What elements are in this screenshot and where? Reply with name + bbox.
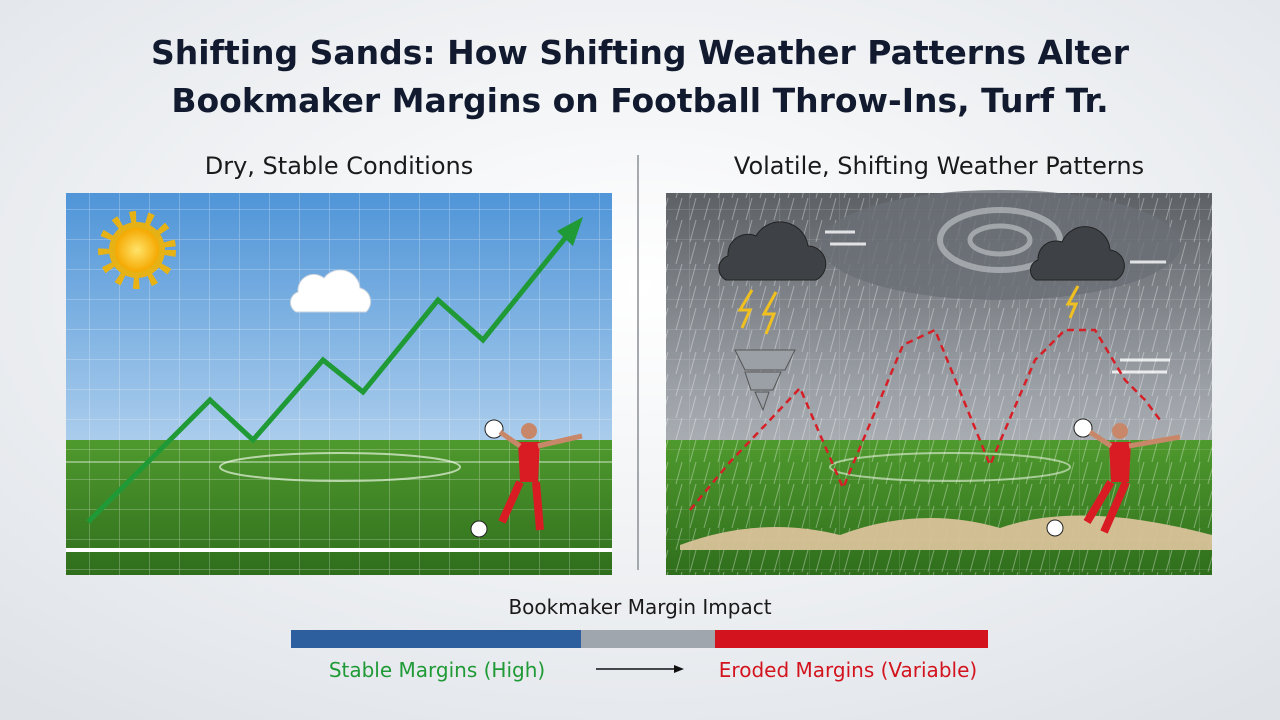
- legend-title: Bookmaker Margin Impact: [508, 595, 771, 619]
- decor-ellipse: [829, 452, 1071, 482]
- decor-circle: [470, 520, 488, 538]
- sun: [98, 211, 176, 289]
- legend-arrowhead: [674, 665, 684, 673]
- decor-circle: [1073, 418, 1093, 438]
- cloud: [290, 269, 372, 313]
- decor-path: [1109, 442, 1131, 482]
- decor-circle: [1046, 519, 1064, 537]
- title-line: Bookmaker Margins on Football Throw-Ins,…: [171, 81, 1108, 120]
- decor-circle: [484, 419, 504, 439]
- legend-label: Stable Margins (High): [329, 658, 545, 682]
- storm-cloud: [718, 221, 827, 281]
- player: [470, 419, 583, 538]
- decor-ellipse: [219, 452, 461, 482]
- decor-line: [537, 433, 583, 449]
- player: [1046, 418, 1181, 537]
- transition-bar: [581, 630, 715, 648]
- storm-cloud: [1030, 226, 1125, 281]
- decor-line: [1128, 434, 1181, 449]
- decor-path: [518, 442, 540, 482]
- decor-ellipse: [937, 207, 1063, 273]
- decor-line: [1088, 429, 1113, 449]
- decor-path: [1083, 479, 1130, 534]
- decor-path: [825, 230, 1170, 374]
- trend-arrowhead: [557, 217, 583, 246]
- title-line: Shifting Sands: How Shifting Weather Pat…: [151, 33, 1130, 72]
- decor-circle: [1112, 423, 1128, 439]
- decor-circle: [115, 228, 159, 272]
- decor-ellipse: [967, 223, 1033, 257]
- decor-path: [734, 349, 796, 412]
- left-panel: [66, 193, 612, 575]
- panel-heading: Dry, Stable Conditions: [205, 152, 474, 180]
- decor-ellipse: [820, 190, 1180, 300]
- decor-line: [498, 429, 522, 449]
- trend-line: [86, 235, 568, 524]
- volatile-line: [689, 328, 1161, 511]
- decor-path: [498, 480, 544, 531]
- legend-label: Eroded Margins (Variable): [719, 658, 977, 682]
- eroded-bar: [715, 630, 988, 648]
- decor-path: [737, 285, 1080, 335]
- sand-dunes: [680, 515, 1212, 550]
- decor-circle: [521, 423, 537, 439]
- stable-bar: [291, 630, 581, 648]
- right-panel: [666, 190, 1212, 575]
- panel-heading: Volatile, Shifting Weather Patterns: [734, 152, 1144, 180]
